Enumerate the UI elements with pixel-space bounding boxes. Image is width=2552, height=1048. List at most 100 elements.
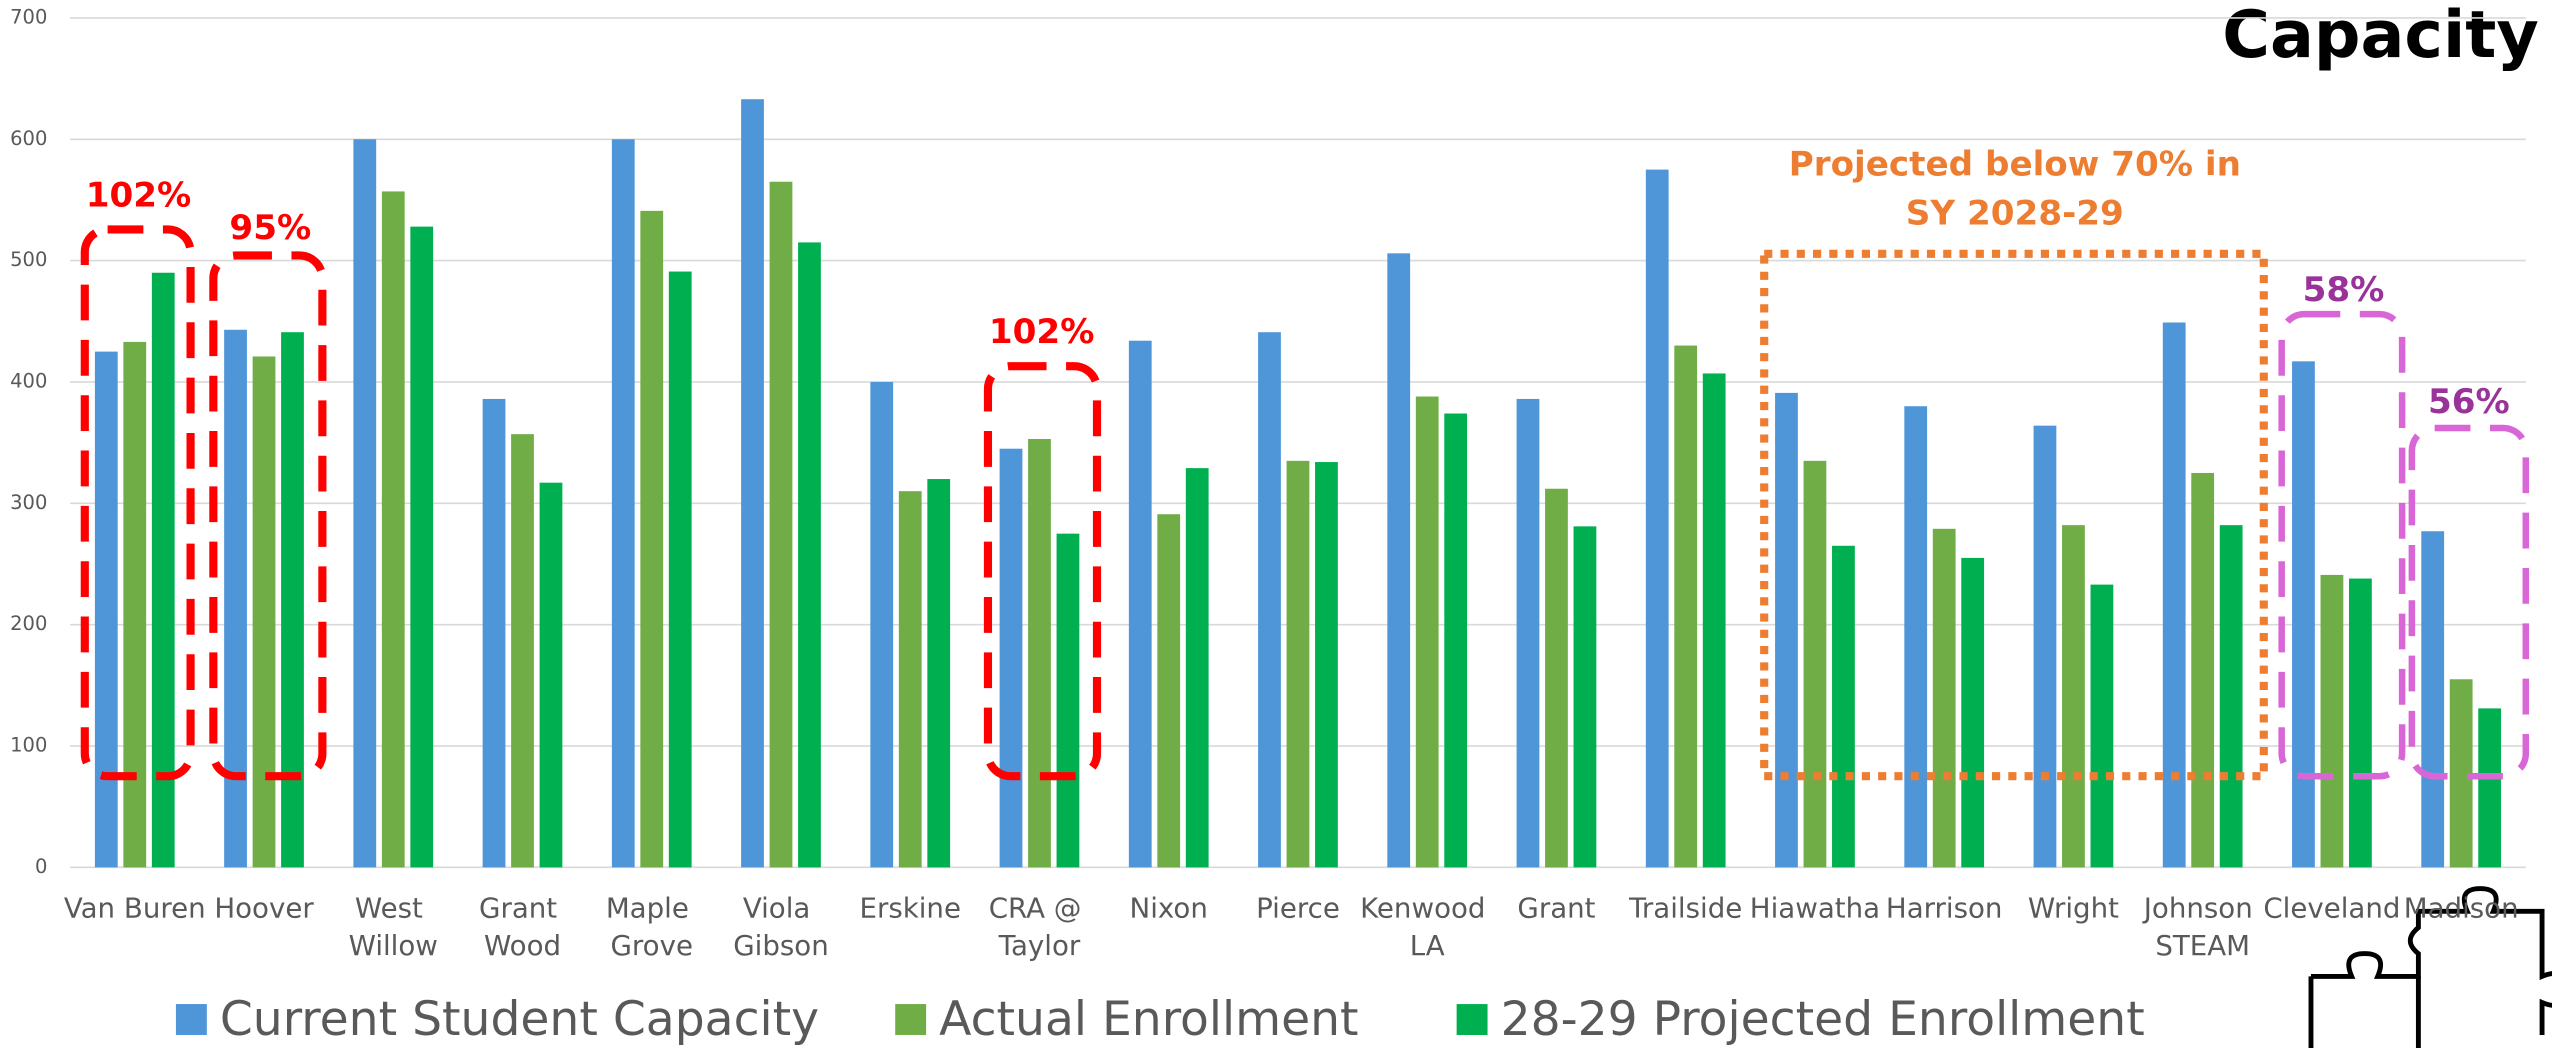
x-tick-line: STEAM — [2155, 929, 2250, 962]
legend-swatch — [176, 1004, 207, 1035]
bar — [224, 330, 247, 868]
bar — [1832, 546, 1855, 868]
bar — [281, 332, 304, 867]
x-tick-line: Viola — [743, 892, 819, 925]
y-tick-label: 500 — [10, 248, 47, 271]
bar — [1387, 253, 1410, 867]
x-tick-line: Grant — [479, 892, 566, 925]
x-tick-line: LA — [1410, 929, 1445, 962]
bar — [1000, 449, 1023, 868]
bar — [669, 272, 692, 868]
bar — [741, 99, 764, 867]
x-tick-line: Maple — [606, 892, 698, 925]
bar — [1057, 534, 1080, 868]
legend-label: Current Student Capacity — [220, 992, 819, 1047]
bar — [1517, 399, 1540, 867]
x-tick-label: CRA @ Taylor — [989, 892, 1091, 962]
bar — [1933, 529, 1956, 868]
bar — [1315, 462, 1338, 867]
x-tick-label: West Willow — [349, 892, 438, 962]
x-tick-label: Nixon — [1130, 892, 1208, 925]
x-tick-label: Hoover — [214, 892, 314, 925]
bar — [1129, 341, 1152, 868]
bar — [95, 352, 118, 868]
x-tick-line: Kenwood — [1360, 892, 1494, 925]
x-tick-label: Johnson STEAM — [2142, 892, 2262, 962]
x-tick-line: CRA @ — [989, 892, 1091, 925]
bar — [2163, 322, 2186, 867]
legend-label: 28-29 Projected Enrollment — [1501, 992, 2145, 1047]
x-tick-line: Grove — [610, 929, 693, 962]
x-tick-line: West — [355, 892, 432, 925]
bar — [1574, 526, 1597, 867]
x-tick-label: Grant — [1517, 892, 1595, 925]
x-tick-label: Grant Wood — [479, 892, 566, 962]
bar — [2478, 708, 2501, 867]
y-tick-label: 700 — [10, 5, 47, 28]
bar — [253, 356, 276, 867]
bar — [927, 479, 950, 867]
bar — [1961, 558, 1984, 867]
legend-label: Actual Enrollment — [939, 992, 1358, 1047]
y-tick-label: 400 — [10, 369, 47, 392]
y-tick-label: 300 — [10, 491, 47, 514]
bar — [511, 434, 534, 867]
bar — [410, 227, 433, 868]
bar — [1904, 406, 1927, 867]
bar — [1287, 461, 1310, 868]
bar — [2349, 579, 2372, 868]
bar — [899, 491, 922, 867]
bar — [1258, 332, 1281, 867]
annotation-text: 95% — [229, 208, 311, 248]
bar — [1416, 397, 1439, 868]
x-tick-label: Wright — [2028, 892, 2119, 925]
chart: Capacity 0100200300400500600700Van Buren… — [0, 0, 2552, 1048]
x-tick-line: Johnson — [2142, 892, 2262, 925]
bar — [1804, 461, 1827, 868]
x-tick-label: Trailside — [1628, 892, 1742, 925]
x-tick-label: Pierce — [1256, 892, 1340, 925]
x-tick-label: Erskine — [859, 892, 960, 925]
x-tick-label: Madison — [2404, 892, 2519, 925]
legend-swatch — [1457, 1004, 1488, 1035]
bar — [1545, 489, 1568, 868]
x-tick-line: Gibson — [733, 929, 829, 962]
annotation-text: Projected below 70% in — [1789, 144, 2241, 184]
bar — [770, 182, 793, 868]
legend-swatch — [895, 1004, 926, 1035]
bar — [612, 139, 635, 867]
y-tick-label: 0 — [35, 855, 47, 878]
bar — [1703, 373, 1726, 867]
bar — [382, 191, 405, 867]
y-tick-label: 600 — [10, 127, 47, 150]
chart-title: Capacity — [2222, 0, 2539, 73]
bar — [2220, 525, 2243, 867]
x-tick-label: Harrison — [1886, 892, 2003, 925]
bar — [2421, 531, 2444, 867]
bar — [640, 211, 663, 868]
x-tick-label: Van Buren — [64, 892, 206, 925]
bar — [540, 483, 563, 868]
bar — [2062, 525, 2085, 867]
annotation-text: 56% — [2428, 382, 2510, 422]
annotation-text: SY 2028-29 — [1906, 193, 2124, 233]
x-tick-label: Maple Grove — [606, 892, 698, 962]
annotation-text: 58% — [2303, 270, 2385, 310]
bar — [483, 399, 506, 867]
bar — [1674, 346, 1697, 868]
bar — [2191, 473, 2214, 867]
page: {"chart_data": {"type": "bar", "title": … — [0, 0, 2552, 1048]
bar — [870, 382, 893, 867]
bar — [1028, 439, 1051, 867]
x-tick-label: Hiawatha — [1750, 892, 1880, 925]
bar — [1646, 170, 1669, 868]
annotation-text: 102% — [989, 312, 1095, 352]
bar — [2321, 575, 2344, 867]
bar — [1775, 393, 1798, 867]
bar — [1186, 468, 1209, 867]
x-tick-label: Cleveland — [2263, 892, 2400, 925]
x-tick-label: Kenwood LA — [1360, 892, 1494, 962]
bar — [1444, 414, 1467, 868]
x-tick-line: Taylor — [998, 929, 1081, 962]
annotation-text: 102% — [86, 175, 192, 215]
